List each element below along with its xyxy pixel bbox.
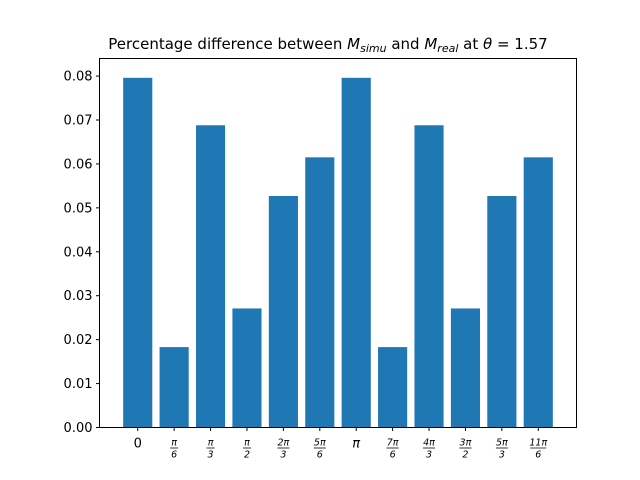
y-tick-label: 0.07 [64, 114, 93, 129]
y-tick-label: 0.02 [64, 333, 93, 348]
bar [414, 125, 444, 428]
fraction-numerator: 3π [460, 438, 472, 449]
fraction-numerator: 4π [423, 438, 435, 449]
fraction-numerator: 5π [314, 438, 326, 449]
y-tick-label: 0.08 [64, 70, 93, 85]
fraction-numerator: 2π [277, 438, 289, 449]
x-tick-label-fraction: π3 [206, 438, 215, 461]
fraction-denominator: 3 [280, 450, 286, 461]
fraction-denominator: 6 [535, 450, 541, 461]
x-tick-label-fraction: 5π6 [313, 438, 326, 461]
x-tick-label-fraction: 7π6 [386, 438, 399, 461]
y-tick-label: 0.06 [64, 157, 93, 172]
x-tick-label: 0 [134, 437, 142, 452]
bar [305, 157, 335, 428]
fraction-denominator: 6 [317, 450, 323, 461]
x-tick-label-fraction: 3π2 [459, 438, 472, 461]
chart-title: Percentage difference between Msimu and … [108, 35, 547, 55]
x-tick-label-fraction: 4π3 [423, 438, 435, 461]
fraction-denominator: 3 [208, 450, 214, 461]
bar [268, 195, 298, 428]
x-tick-label-fraction: 2π3 [277, 438, 290, 461]
title-m2: M [424, 35, 437, 53]
fraction-denominator: 6 [390, 450, 396, 461]
bar [341, 77, 371, 428]
bar [123, 77, 153, 428]
x-tick-label-fraction: π6 [170, 438, 179, 461]
title-value: = 1.57 [492, 35, 548, 53]
title-middle: and [387, 35, 425, 53]
y-tick-label: 0.04 [64, 245, 93, 260]
y-axis: 0.00 0.01 0.02 0.03 0.04 0.05 0.06 0.07 0.08 [64, 70, 100, 436]
fraction-numerator: π [208, 438, 214, 449]
title-m2-sub: real [437, 42, 458, 55]
y-tick-label: 0.01 [64, 377, 93, 392]
title-theta: θ [483, 35, 492, 53]
fraction-denominator: 2 [462, 450, 468, 461]
fraction-numerator: 5π [496, 438, 508, 449]
x-tick-label-fraction: 5π3 [495, 438, 508, 461]
x-tick-label-fraction: π2 [242, 438, 251, 461]
title-m1-sub: simu [360, 42, 387, 55]
y-tick-label: 0.05 [64, 201, 93, 216]
bar [232, 308, 262, 428]
title-prefix: Percentage difference between [108, 35, 347, 53]
fraction-denominator: 2 [244, 450, 250, 461]
fraction-numerator: 7π [387, 438, 399, 449]
bar [487, 195, 517, 428]
bars-group [123, 77, 553, 428]
fraction-denominator: 3 [426, 450, 432, 461]
fraction-numerator: 11π [529, 438, 547, 449]
title-m1: M [347, 35, 360, 53]
fraction-denominator: 3 [499, 450, 505, 461]
fraction-numerator: π [244, 438, 250, 449]
bar [523, 157, 553, 428]
bar [159, 347, 189, 428]
y-tick-label: 0.00 [64, 421, 93, 436]
y-tick-label: 0.03 [64, 289, 93, 304]
x-tick-label: π [352, 437, 360, 452]
bar [195, 125, 226, 428]
bar [450, 308, 481, 428]
fraction-numerator: π [171, 438, 177, 449]
plot-frame [99, 58, 577, 428]
bar [378, 347, 408, 428]
fraction-denominator: 6 [171, 450, 177, 461]
title-at: at [458, 35, 483, 53]
